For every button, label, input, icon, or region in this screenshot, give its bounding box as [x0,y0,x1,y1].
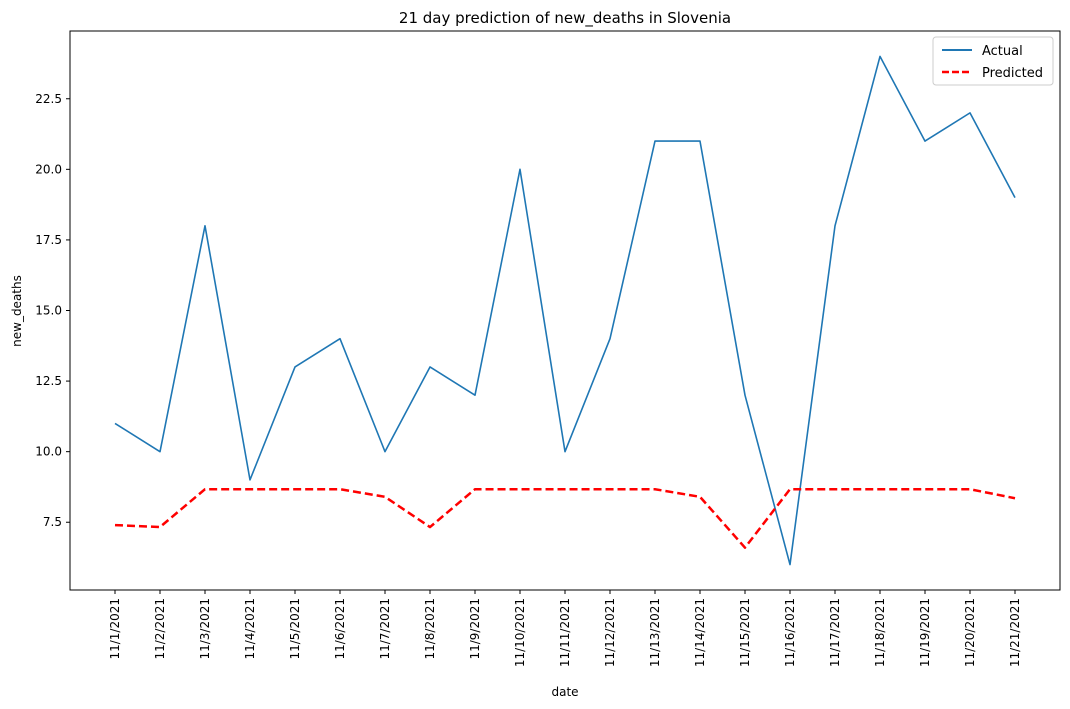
data-point-predicted [519,488,521,490]
data-point-predicted [744,547,746,549]
y-tick-label: 12.5 [35,374,62,388]
x-tick-label: 11/18/2021 [873,598,887,667]
data-point-predicted [1014,497,1016,499]
data-point-predicted [699,496,701,498]
x-tick-label: 11/12/2021 [603,598,617,667]
data-point-actual [654,140,656,142]
data-point-predicted [429,526,431,528]
chart-title: 21 day prediction of new_deaths in Slove… [399,9,731,28]
data-point-predicted [879,488,881,490]
x-tick-label: 11/1/2021 [108,598,122,660]
data-point-predicted [294,488,296,490]
data-point-predicted [159,526,161,528]
x-tick-label: 11/20/2021 [963,598,977,667]
data-point-actual [699,140,701,142]
x-tick-label: 11/2/2021 [153,598,167,660]
x-tick-label: 11/15/2021 [738,598,752,667]
x-tick-label: 11/17/2021 [828,598,842,667]
data-point-actual [519,169,521,171]
series-line-predicted [114,487,1016,549]
data-point-actual [159,451,161,453]
data-point-predicted [384,496,386,498]
data-point-predicted [654,488,656,490]
data-point-actual [879,56,881,58]
data-point-actual [114,423,116,425]
series-layer [114,55,1016,566]
data-point-actual [339,338,341,340]
data-point-predicted [564,488,566,490]
x-tick-label: 11/9/2021 [468,598,482,660]
x-tick-label: 11/11/2021 [558,598,572,667]
plot-area [70,31,1060,590]
data-point-actual [834,225,836,227]
y-tick-label: 20.0 [35,162,62,176]
x-tick-label: 11/5/2021 [288,598,302,660]
x-tick-label: 11/3/2021 [198,598,212,660]
y-tick-label: 22.5 [35,92,62,106]
data-point-predicted [249,488,251,490]
data-point-actual [564,451,566,453]
y-tick-label: 17.5 [35,233,62,247]
legend-label-actual: Actual [982,44,1023,59]
data-point-predicted [204,488,206,490]
y-tick-label: 15.0 [35,304,62,318]
y-axis: 7.5 10.0 12.5 15.0 17.5 20.0 22.5 [35,92,70,529]
y-tick-label: 10.0 [35,445,62,459]
x-tick-label: 11/19/2021 [918,598,932,667]
x-axis-label: date [551,685,578,699]
x-tick-label: 11/6/2021 [333,598,347,660]
data-point-actual [204,225,206,227]
data-point-actual [969,112,971,114]
data-point-actual [924,140,926,142]
legend-label-predicted: Predicted [982,66,1043,81]
x-tick-label: 11/8/2021 [423,598,437,660]
x-tick-label: 11/16/2021 [783,598,797,667]
data-point-predicted [474,488,476,490]
data-point-actual [609,338,611,340]
data-point-predicted [789,488,791,490]
data-point-actual [429,366,431,368]
x-tick-label: 11/21/2021 [1008,598,1022,667]
legend: Actual Predicted [932,36,1054,86]
x-tick-label: 11/10/2021 [513,598,527,667]
data-point-predicted [339,488,341,490]
series-line-actual [114,55,1016,566]
y-axis-label: new_deaths [10,275,24,347]
x-tick-label: 11/7/2021 [378,598,392,660]
x-tick-label: 11/4/2021 [243,598,257,660]
data-point-actual [1014,197,1016,199]
data-point-actual [294,366,296,368]
data-point-predicted [969,488,971,490]
data-point-actual [474,394,476,396]
data-point-predicted [609,488,611,490]
plot-frame [69,30,1061,591]
data-point-actual [384,451,386,453]
x-tick-label: 11/13/2021 [648,598,662,667]
data-point-predicted [834,488,836,490]
data-point-predicted [114,524,116,526]
y-tick-label: 7.5 [43,515,62,529]
x-axis: 11/1/2021 11/2/2021 11/3/2021 11/4/2021 11/5… [108,590,1022,667]
data-point-actual [249,479,251,481]
data-point-actual [744,394,746,396]
data-point-actual [789,564,791,566]
x-tick-label: 11/14/2021 [693,598,707,667]
data-point-predicted [924,488,926,490]
